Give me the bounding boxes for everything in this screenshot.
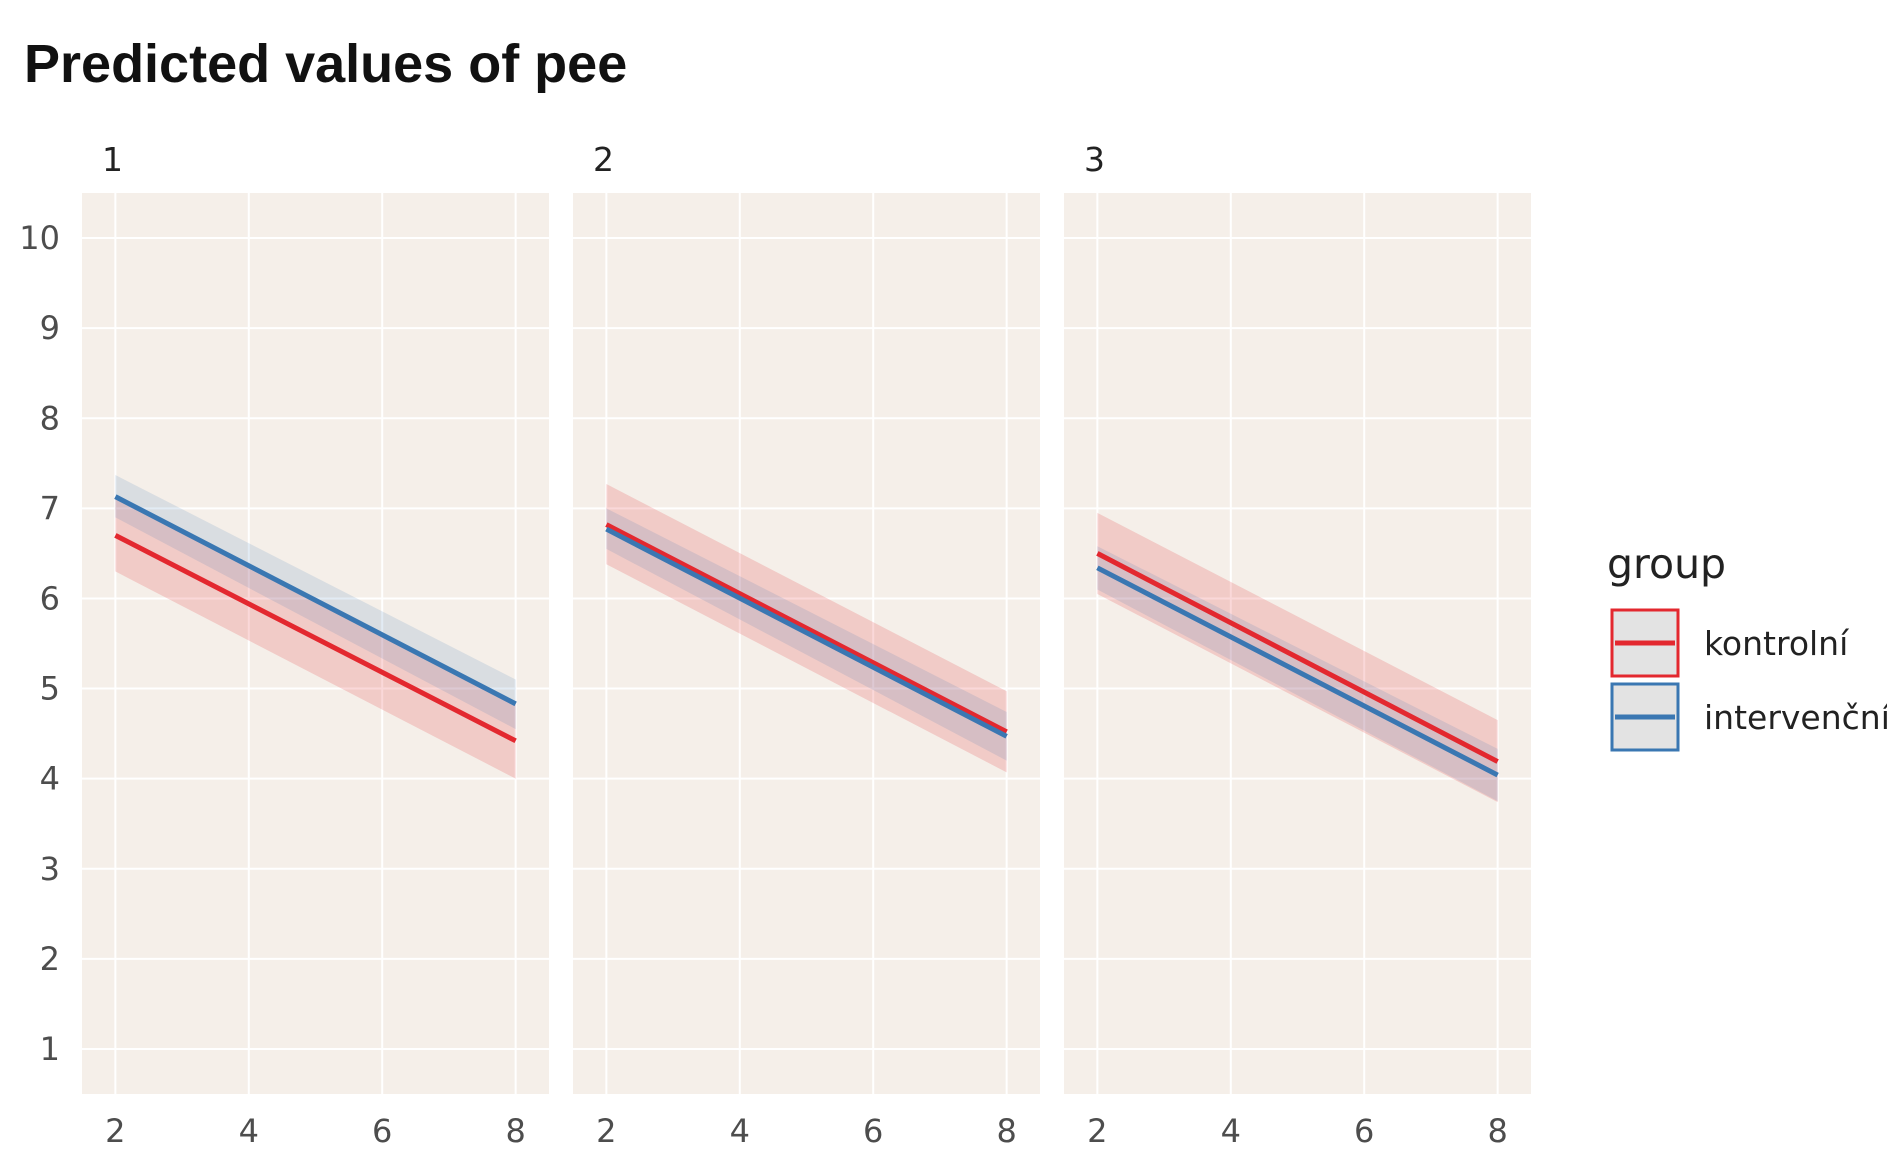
facet-panel-1: 1 2 4 6 8: [82, 140, 549, 1150]
series-line-intervencni: [605, 526, 1008, 739]
y-tick-label: 2: [40, 940, 60, 978]
x-tick-label: 2: [1087, 1112, 1107, 1150]
legend-entry: intervenční: [1610, 682, 1887, 752]
x-tick-label: 8: [505, 1112, 525, 1150]
series-line-kontrolni: [1096, 551, 1499, 764]
y-tick-label: 3: [40, 850, 60, 888]
y-axis: 1 2 3 4 5 6 7 8 9 10: [19, 219, 60, 1068]
panel-background: [573, 193, 1040, 1094]
x-tick-label: 2: [105, 1112, 125, 1150]
y-tick-label: 8: [40, 399, 60, 437]
legend-label: intervenční: [1704, 698, 1887, 737]
chart-title: Predicted values of pee: [24, 34, 627, 94]
facet-label: 3: [1084, 140, 1105, 179]
y-tick-label: 4: [40, 760, 60, 798]
y-tick-label: 1: [40, 1030, 60, 1068]
legend-entry: kontrolní: [1610, 608, 1850, 678]
legend-title: group: [1607, 540, 1726, 588]
x-tick-label: 6: [1354, 1112, 1374, 1150]
x-tick-label: 4: [730, 1112, 750, 1150]
legend: group kontrolní intervenční: [1607, 540, 1887, 752]
facet-panel-3: 3 2 4 6 8: [1064, 140, 1531, 1150]
x-tick-label: 6: [372, 1112, 392, 1150]
x-tick-label: 8: [996, 1112, 1016, 1150]
panel-background: [1064, 193, 1531, 1094]
legend-label: kontrolní: [1704, 624, 1850, 663]
facet-label: 2: [593, 140, 614, 179]
series-line-intervencni: [114, 494, 517, 707]
x-tick-label: 4: [239, 1112, 259, 1150]
y-tick-label: 10: [19, 219, 60, 257]
x-tick-label: 8: [1487, 1112, 1507, 1150]
facet-label: 1: [102, 140, 123, 179]
facet-panels: 1 2 4 6 8 2 2 4 6 8 3 2 4 6 8: [82, 140, 1531, 1150]
series-line-intervencni: [1096, 565, 1499, 778]
y-tick-label: 7: [40, 489, 60, 527]
x-tick-label: 2: [596, 1112, 616, 1150]
facet-panel-2: 2 2 4 6 8: [573, 140, 1040, 1150]
legend-entries: kontrolní intervenční: [1610, 608, 1887, 752]
series-line-kontrolni: [114, 533, 517, 744]
x-tick-label: 6: [863, 1112, 883, 1150]
x-tick-label: 4: [1221, 1112, 1241, 1150]
y-tick-label: 5: [40, 670, 60, 708]
panel-background: [82, 193, 549, 1094]
series-line-kontrolni: [605, 522, 1008, 735]
y-tick-label: 9: [40, 309, 60, 347]
y-tick-label: 6: [40, 579, 60, 617]
